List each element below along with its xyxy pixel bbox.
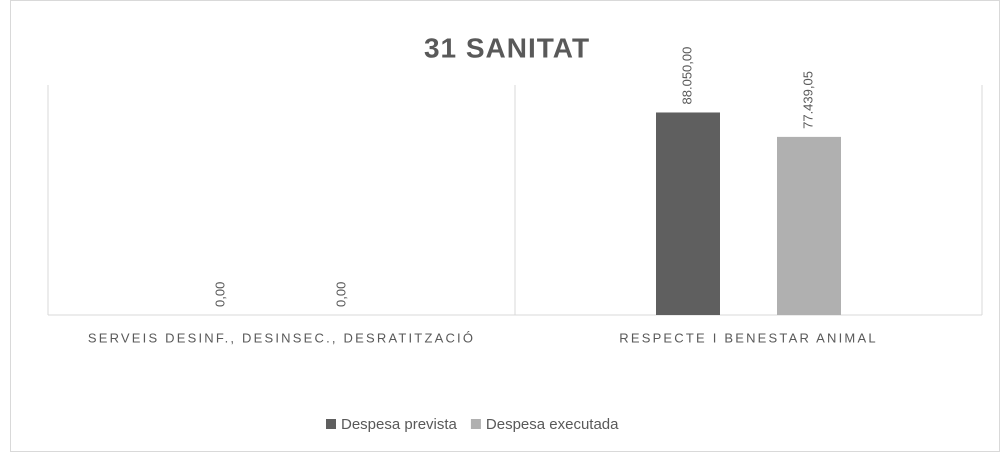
data-label: 77.439,05 xyxy=(800,71,815,129)
x-tick-label: RESPECTE I BENESTAR ANIMAL xyxy=(619,330,878,345)
chart-title: 31 SANITAT xyxy=(424,32,590,63)
legend-label: Despesa prevista xyxy=(341,416,458,433)
legend-swatch xyxy=(470,419,481,429)
legend-label: Despesa executada xyxy=(486,416,619,433)
legend-swatch xyxy=(326,419,336,429)
data-label: 0,00 xyxy=(212,282,227,307)
chart-frame xyxy=(10,0,1000,452)
bar xyxy=(656,112,720,315)
data-label: 88.050,00 xyxy=(679,47,694,105)
bar xyxy=(777,136,841,315)
data-label: 0,00 xyxy=(333,282,348,307)
x-tick-label: SERVEIS DESINF., DESINSEC., DESRATITZACI… xyxy=(88,330,475,345)
